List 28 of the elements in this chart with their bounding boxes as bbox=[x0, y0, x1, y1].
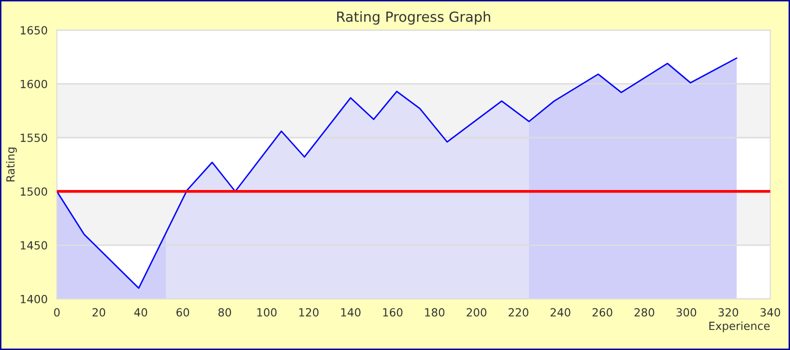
x-tick-label: 120 bbox=[299, 308, 319, 317]
y-tick-label: 1600 bbox=[20, 80, 48, 88]
x-tick-label: 40 bbox=[134, 308, 148, 317]
x-tick-label: 220 bbox=[508, 308, 528, 317]
x-tick-label: 60 bbox=[176, 308, 190, 317]
y-axis-title: Rating bbox=[6, 148, 17, 182]
line-series bbox=[56, 57, 738, 289]
x-tick-label: 200 bbox=[466, 308, 486, 317]
x-tick-label: 180 bbox=[425, 308, 444, 317]
x-tick-label: 260 bbox=[592, 308, 612, 317]
x-tick-label: 80 bbox=[218, 308, 232, 317]
y-tick-label: 1450 bbox=[20, 241, 48, 250]
x-tick-label: 280 bbox=[634, 308, 654, 317]
x-tick-label: 240 bbox=[550, 308, 570, 317]
y-tick-label: 1500 bbox=[20, 187, 48, 196]
x-tick-label: 300 bbox=[676, 308, 696, 317]
y-tick-label: 1550 bbox=[20, 134, 48, 142]
x-tick-label: 20 bbox=[92, 308, 106, 317]
y-tick-label: 1400 bbox=[20, 294, 48, 304]
x-tick-label: 340 bbox=[760, 308, 780, 317]
x-tick-label: 140 bbox=[341, 308, 360, 317]
x-tick-label: 320 bbox=[718, 308, 738, 317]
y-tick-label: 1650 bbox=[20, 26, 48, 34]
x-tick-label: 0 bbox=[54, 308, 60, 317]
x-tick-label: 160 bbox=[383, 308, 402, 317]
x-axis-title: Experience bbox=[709, 321, 770, 332]
x-tick-label: 100 bbox=[257, 308, 277, 317]
chart-title: Rating Progress Graph bbox=[337, 11, 490, 25]
